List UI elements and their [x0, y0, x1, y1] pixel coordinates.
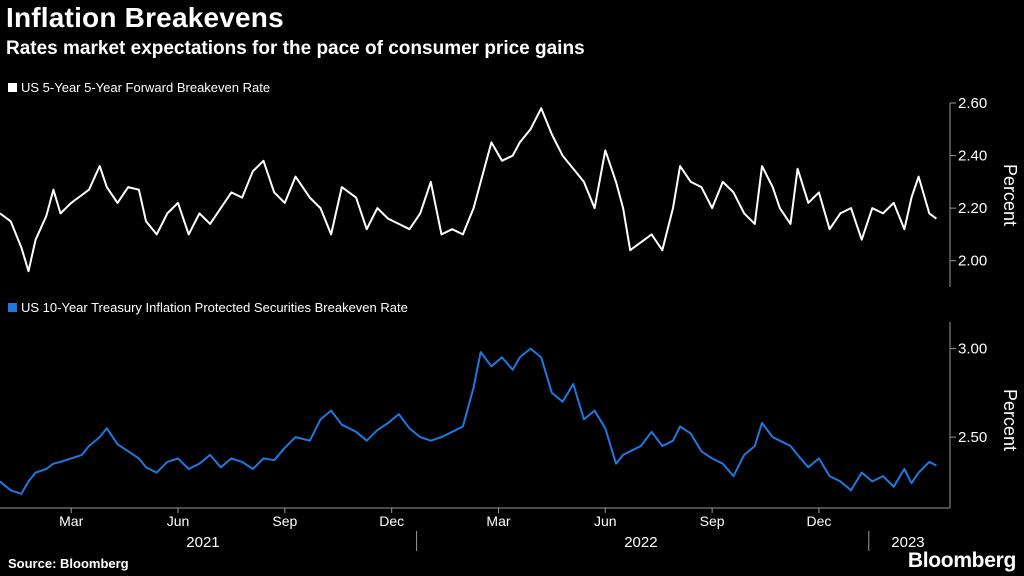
legend-top: US 5-Year 5-Year Forward Breakeven Rate: [8, 80, 270, 95]
x-tick-label-year: 2022: [624, 534, 657, 551]
legend-top-label: US 5-Year 5-Year Forward Breakeven Rate: [21, 80, 271, 95]
top-y-tick-label: 2.60: [958, 95, 987, 112]
legend-bottom-swatch: [8, 303, 17, 312]
x-tick-label-month: Dec: [379, 513, 404, 529]
x-tick-label-month: Mar: [59, 513, 83, 529]
brand-logo: Bloomberg: [907, 549, 1016, 572]
x-tick-label-year: 2021: [186, 534, 219, 551]
bottom-series-line: [0, 347, 937, 495]
x-axis: Mar Jun Sep Dec Mar Jun Sep Dec 2021 2022 2023: [0, 507, 950, 551]
x-tick-label-month: Sep: [700, 513, 725, 529]
top-y-tick-label: 2.40: [958, 148, 987, 165]
bottom-y-tick-label: 2.50: [958, 429, 987, 446]
top-series-line: [0, 107, 937, 273]
x-tick-label-month: Mar: [486, 513, 510, 529]
source-note: Source: Bloomberg: [8, 556, 129, 571]
chart-subtitle: Rates market expectations for the pace o…: [6, 38, 585, 59]
legend-top-swatch: [8, 83, 17, 92]
x-tick-label-month: Dec: [806, 513, 831, 529]
bottom-y-axis-title: Percent: [1000, 389, 1020, 451]
x-tick-label-month: Sep: [272, 513, 297, 529]
top-y-tick-label: 2.20: [958, 200, 987, 217]
chart-title: Inflation Breakevens: [6, 2, 284, 33]
legend-bottom-label: US 10-Year Treasury Inflation Protected …: [21, 300, 408, 315]
x-tick-label-month: Jun: [594, 513, 617, 529]
x-tick-label-month: Jun: [167, 513, 190, 529]
bottom-panel: 2.50 3.00 Percent: [0, 322, 1020, 508]
legend-bottom: US 10-Year Treasury Inflation Protected …: [8, 300, 408, 315]
bottom-y-tick-label: 3.00: [958, 341, 987, 358]
top-y-axis-title: Percent: [1000, 164, 1020, 226]
top-panel: 2.00 2.20 2.40 2.60 Percent: [0, 95, 1020, 287]
top-y-tick-label: 2.00: [958, 253, 987, 270]
x-tick-label-year: 2023: [891, 534, 924, 551]
